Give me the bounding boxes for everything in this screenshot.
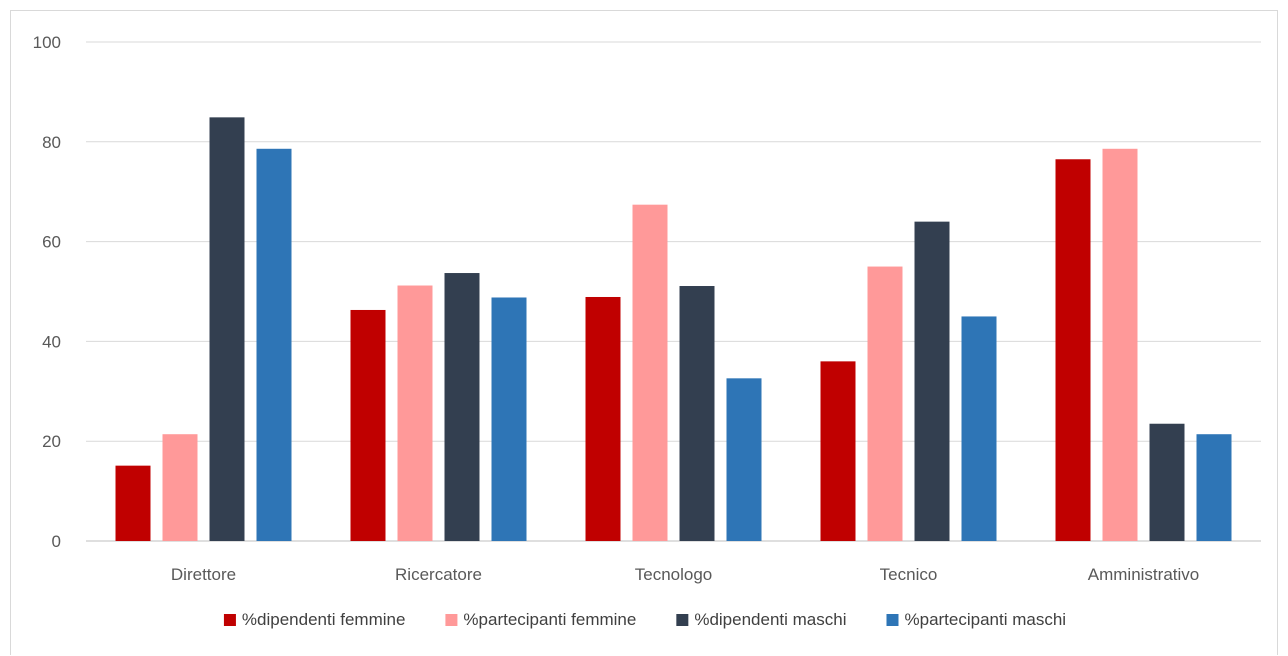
x-tick-label: Direttore (171, 565, 236, 584)
legend-item: %dipendenti maschi (676, 610, 846, 629)
bar (1102, 148, 1138, 541)
y-tick-label: 80 (42, 133, 61, 152)
bar (585, 296, 621, 541)
bar (397, 285, 433, 541)
y-axis-ticks: 0 20 40 60 80 100 (33, 33, 61, 551)
bar (209, 117, 245, 541)
legend-swatch (676, 614, 689, 626)
legend-item: %partecipanti femmine (445, 610, 636, 629)
bar (1196, 434, 1232, 541)
y-tick-label: 20 (42, 432, 61, 451)
bar (162, 434, 198, 541)
x-axis-ticks: Direttore Ricercatore Tecnologo Tecnico Ammi… (171, 565, 1199, 584)
bar (867, 266, 903, 541)
bar (961, 316, 997, 541)
legend-label: %dipendenti femmine (242, 610, 405, 629)
bar (726, 378, 762, 541)
bar (679, 286, 715, 541)
bar-chart: 0 20 40 60 80 100 Direttore Ricercatore Tecnolo… (33, 33, 1261, 629)
x-tick-label: Tecnico (880, 565, 938, 584)
bar (820, 361, 856, 541)
bar (350, 309, 386, 541)
bar (1149, 423, 1185, 541)
legend-item: %dipendenti femmine (223, 610, 405, 629)
legend: %dipendenti femmine %partecipanti femmine… (223, 610, 1066, 629)
x-tick-label: Ricercatore (395, 565, 482, 584)
x-tick-label: Tecnologo (635, 565, 713, 584)
bar (1055, 159, 1091, 541)
legend-swatch (223, 614, 236, 626)
bar (115, 465, 151, 541)
bar (914, 221, 950, 541)
legend-label: %dipendenti maschi (694, 610, 846, 629)
legend-swatch (886, 614, 899, 626)
y-tick-label: 0 (52, 532, 61, 551)
bar (256, 148, 292, 541)
legend-label: %partecipanti femmine (463, 610, 636, 629)
y-tick-label: 40 (42, 332, 61, 351)
legend-label: %partecipanti maschi (904, 610, 1066, 629)
bar (444, 273, 480, 541)
chart-frame: 0 20 40 60 80 100 Direttore Ricercatore Tecnolo… (10, 10, 1278, 655)
x-tick-label: Amministrativo (1088, 565, 1199, 584)
bar (491, 297, 527, 541)
legend-swatch (445, 614, 458, 626)
legend-item: %partecipanti maschi (886, 610, 1066, 629)
bar (632, 204, 668, 541)
y-tick-label: 100 (33, 33, 61, 52)
y-tick-label: 60 (42, 233, 61, 252)
bars (115, 117, 1232, 541)
